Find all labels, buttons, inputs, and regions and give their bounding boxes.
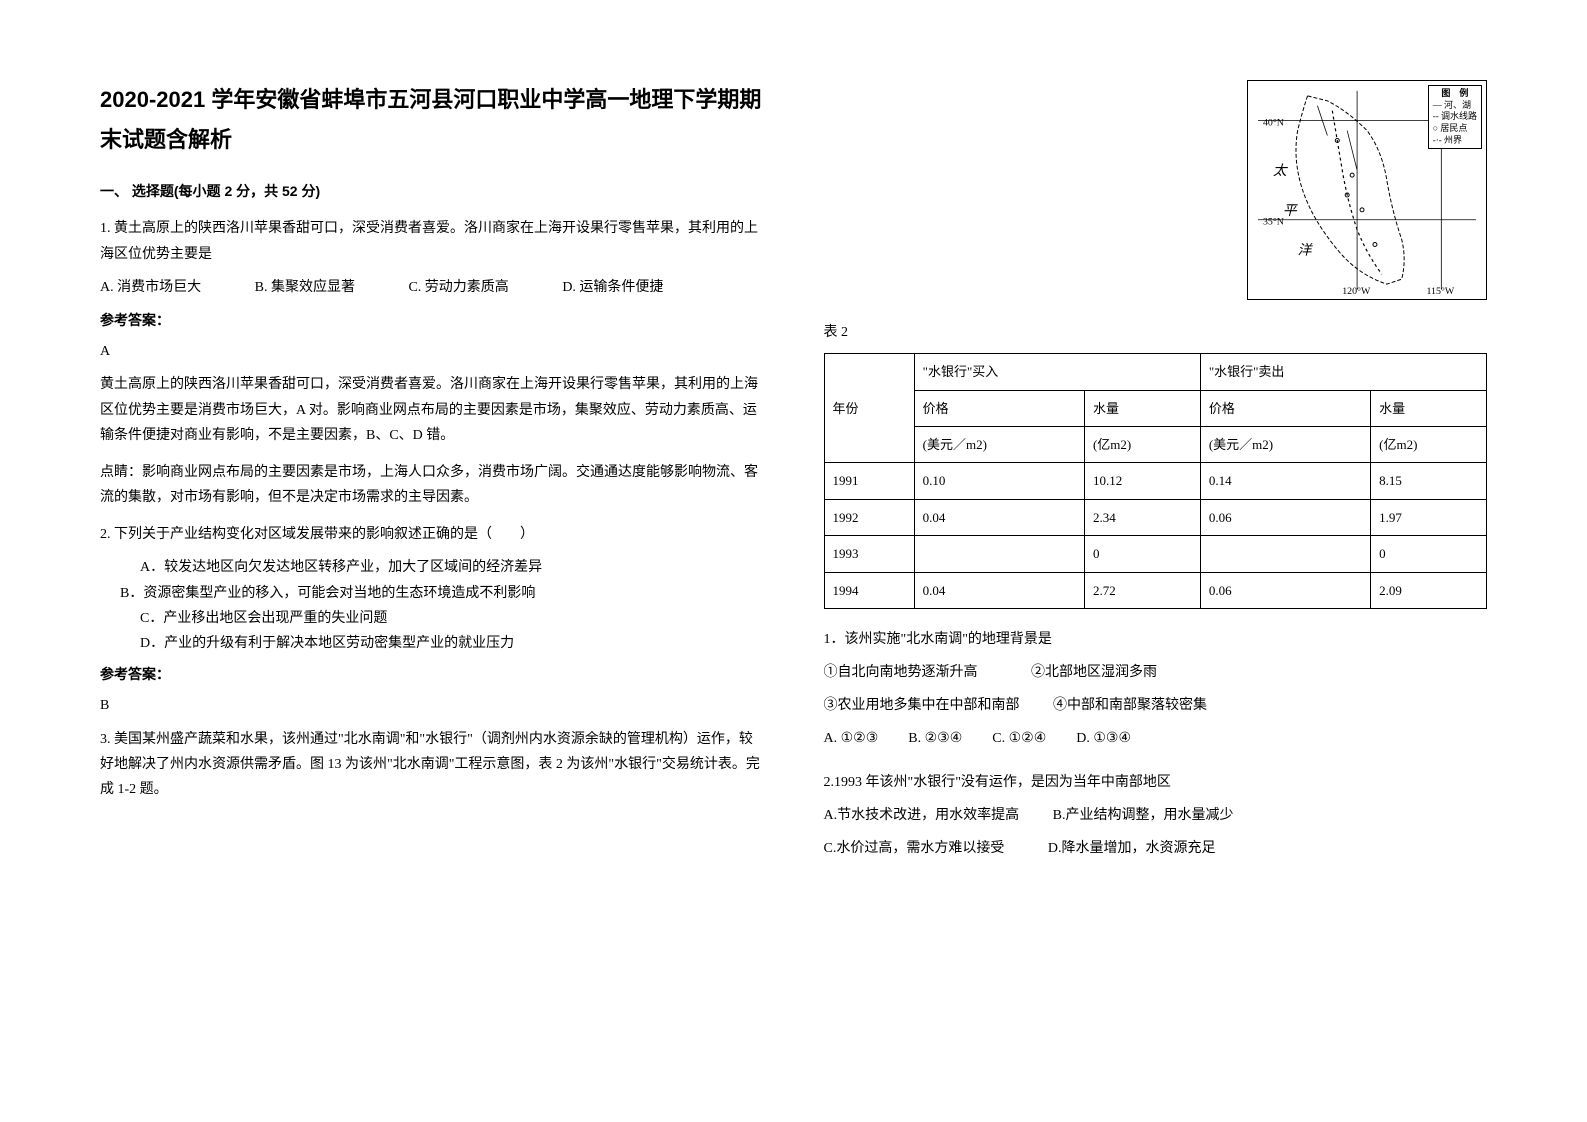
table-row: 1993 0 0 [824,536,1487,572]
table-cell: 2.34 [1084,499,1200,535]
water-bank-table: 年份 "水银行"买入 "水银行"卖出 价格 水量 价格 水量 (美元／m2) (… [824,353,1488,609]
q3-sub2-opt-c: C.水价过高，需水方难以接受 [824,841,1005,856]
table-header-sell: "水银行"卖出 [1200,354,1486,390]
map-pacific-3: 洋 [1298,242,1314,258]
table-cell [1200,536,1370,572]
q3-text: 3. 美国某州盛产蔬菜和水果，该州通过"北水南调"和"水银行"（调剂州内水资源余… [100,727,764,803]
map-lat-35: 35°N [1263,217,1284,228]
legend-settlement: ○ 居民点 [1433,123,1477,135]
q1-answer: A [100,339,764,364]
table-cell: 1994 [824,572,914,608]
table-cell: (亿m2) [1084,426,1200,462]
table-cell: 2.09 [1371,572,1487,608]
map-pacific-1: 太 [1273,163,1289,179]
table-header-buy: "水银行"买入 [914,354,1200,390]
table-cell: 2.72 [1084,572,1200,608]
map-pacific-2: 平 [1283,204,1299,219]
table-cell: (美元／m2) [1200,426,1370,462]
table-cell: 1992 [824,499,914,535]
q3-sub1-opt3: ③农业用地多集中在中部和南部 [824,698,1020,713]
q1-explanation-2: 点睛：影响商业网点布局的主要因素是市场，上海人口众多，消费市场广阔。交通通达度能… [100,460,764,510]
map-lat-40: 40°N [1263,118,1284,129]
q2-text: 2. 下列关于产业结构变化对区域发展带来的影响叙述正确的是（ ） [100,522,764,547]
table-cell: 1993 [824,536,914,572]
q1-options: A. 消费市场巨大 B. 集聚效应显著 C. 劳动力素质高 D. 运输条件便捷 [100,275,764,300]
q1-answer-label: 参考答案： [100,308,764,333]
q2-opt-b: B．资源密集型产业的移入，可能会对当地的生态环境造成不利影响 [120,581,764,606]
table-cell: 1991 [824,463,914,499]
q3-sub2-opt-b: B.产业结构调整，用水量减少 [1053,808,1234,823]
table-row: 1991 0.10 10.12 0.14 8.15 [824,463,1487,499]
q3-sub1-opt4: ④中部和南部聚落较密集 [1053,698,1207,713]
q1-text: 1. 黄土高原上的陕西洛川苹果香甜可口，深受消费者喜爱。洛川商家在上海开设果行零… [100,216,764,266]
legend-river: — 河、湖 [1433,100,1477,112]
q3-sub2-opt-a: A.节水技术改进，用水效率提高 [824,808,1020,823]
table-cell: (美元／m2) [914,426,1084,462]
q3-sub1-text: 1．该州实施"北水南调"的地理背景是 [824,627,1488,652]
table-cell: 0.10 [914,463,1084,499]
table-cell: 价格 [914,390,1084,426]
q2-answer: B [100,693,764,718]
table-cell: 0.04 [914,572,1084,608]
table-header-year: 年份 [824,354,914,463]
table-cell: 0.14 [1200,463,1370,499]
map-legend: 图 例 — 河、湖 -- 调水线路 ○ 居民点 -·- 州界 [1428,85,1482,149]
table-cell: (亿m2) [1371,426,1487,462]
legend-route: -- 调水线路 [1433,111,1477,123]
legend-border: -·- 州界 [1433,135,1477,147]
q2-answer-label: 参考答案： [100,662,764,687]
q3-sub1-opt2: ②北部地区湿润多雨 [1031,665,1157,680]
table-cell: 0.06 [1200,572,1370,608]
table-cell: 0.04 [914,499,1084,535]
q3-sub2-opt-d: D.降水量增加，水资源充足 [1048,841,1216,856]
map-lon-115: 115°W [1426,286,1454,297]
page-title: 2020-2021 学年安徽省蚌埠市五河县河口职业中学高一地理下学期期末试题含解… [100,80,764,159]
table-caption: 表 2 [824,320,1488,345]
table-cell: 水量 [1371,390,1487,426]
q3-sub1-opt-a: A. ①②③ [824,726,879,751]
q1-opt-d: D. 运输条件便捷 [562,275,663,300]
table-cell: 0 [1371,536,1487,572]
table-cell [914,536,1084,572]
map-figure: 40°N 35°N 120°W 115°W 太 平 洋 图 例 — 河、湖 --… [1247,80,1487,300]
table-row: 年份 "水银行"买入 "水银行"卖出 [824,354,1487,390]
map-lon-120: 120°W [1342,286,1371,297]
table-cell: 8.15 [1371,463,1487,499]
table-row: 价格 水量 价格 水量 [824,390,1487,426]
table-cell: 0.06 [1200,499,1370,535]
table-row: (美元／m2) (亿m2) (美元／m2) (亿m2) [824,426,1487,462]
q1-opt-a: A. 消费市场巨大 [100,275,201,300]
q3-sub1-opt-c: C. ①②④ [992,726,1046,751]
q2-opt-c: C．产业移出地区会出现严重的失业问题 [140,606,764,631]
q3-sub1-opt-b: B. ②③④ [908,726,962,751]
q1-explanation-1: 黄土高原上的陕西洛川苹果香甜可口，深受消费者喜爱。洛川商家在上海开设果行零售苹果… [100,372,764,448]
table-cell: 水量 [1084,390,1200,426]
q3-sub2-text: 2.1993 年该州"水银行"没有运作，是因为当年中南部地区 [824,770,1488,795]
table-row: 1992 0.04 2.34 0.06 1.97 [824,499,1487,535]
table-row: 1994 0.04 2.72 0.06 2.09 [824,572,1487,608]
q3-sub1-opt-d: D. ①③④ [1076,726,1131,751]
legend-title: 图 例 [1433,88,1477,100]
table-cell: 0 [1084,536,1200,572]
q1-opt-c: C. 劳动力素质高 [408,275,508,300]
table-cell: 1.97 [1371,499,1487,535]
section-heading: 一、 选择题(每小题 2 分，共 52 分) [100,179,764,204]
q2-opt-a: A．较发达地区向欠发达地区转移产业，加大了区域间的经济差异 [140,555,764,580]
q3-sub1-opt1: ①自北向南地势逐渐升高 [824,665,978,680]
q2-opt-d: D．产业的升级有利于解决本地区劳动密集型产业的就业压力 [140,631,764,656]
table-cell: 价格 [1200,390,1370,426]
q1-opt-b: B. 集聚效应显著 [255,275,355,300]
table-cell: 10.12 [1084,463,1200,499]
